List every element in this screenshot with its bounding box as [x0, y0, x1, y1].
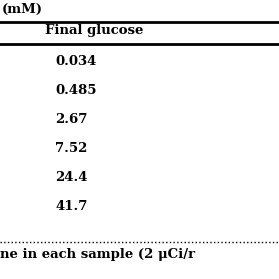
Text: 2.67: 2.67	[55, 113, 87, 126]
Text: Final glucose: Final glucose	[45, 24, 143, 37]
Text: 7.52: 7.52	[55, 142, 87, 155]
Text: 41.7: 41.7	[55, 200, 87, 213]
Text: 0.485: 0.485	[55, 84, 97, 97]
Text: ne in each sample (2 μCi/r: ne in each sample (2 μCi/r	[0, 248, 195, 261]
Text: (mM): (mM)	[2, 3, 43, 16]
Text: 0.034: 0.034	[55, 55, 96, 68]
Text: 24.4: 24.4	[55, 171, 88, 184]
